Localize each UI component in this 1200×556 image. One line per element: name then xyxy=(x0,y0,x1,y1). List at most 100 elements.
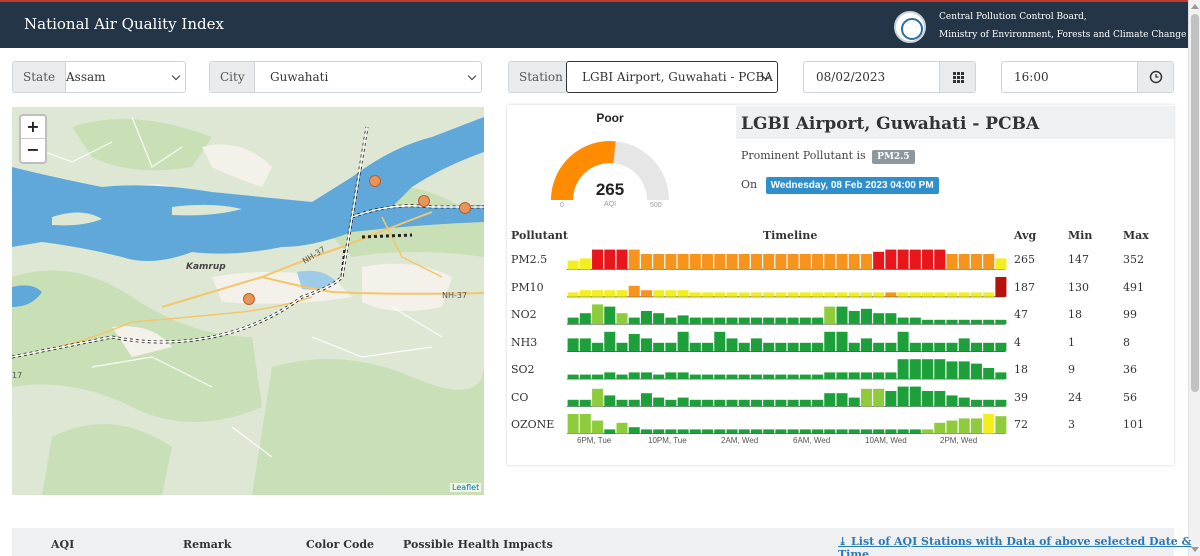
timeline-bar[interactable] xyxy=(714,254,726,270)
timeline-bar[interactable] xyxy=(726,317,738,325)
timeline-bar[interactable] xyxy=(640,290,652,297)
timeline-bar[interactable] xyxy=(995,258,1007,270)
timeline-bar[interactable] xyxy=(922,292,934,297)
timeline-bar[interactable] xyxy=(653,313,665,325)
timeline-bar[interactable] xyxy=(726,292,738,297)
timeline-bar[interactable] xyxy=(946,319,958,325)
timeline-bar[interactable] xyxy=(628,427,640,434)
timeline-bar[interactable] xyxy=(579,313,591,325)
timeline-bar[interactable] xyxy=(922,429,934,434)
timeline-bar[interactable] xyxy=(860,429,872,434)
timeline-bar[interactable] xyxy=(824,306,836,325)
timeline-bar[interactable] xyxy=(934,292,946,297)
timeline-bar[interactable] xyxy=(640,393,652,407)
timeline-bar[interactable] xyxy=(738,429,750,434)
timeline-bar[interactable] xyxy=(677,254,689,270)
timeline-bar[interactable] xyxy=(628,334,640,352)
timeline-bar[interactable] xyxy=(738,342,750,352)
timeline-bar[interactable] xyxy=(714,399,726,407)
timeline-bar[interactable] xyxy=(702,429,714,434)
timeline-bar[interactable] xyxy=(983,254,995,270)
timeline-bar[interactable] xyxy=(897,359,909,379)
timeline-bar[interactable] xyxy=(970,363,982,379)
timeline-bar[interactable] xyxy=(665,342,677,352)
timeline-bar[interactable] xyxy=(738,254,750,270)
timeline-bar[interactable] xyxy=(604,290,616,297)
timeline-bar[interactable] xyxy=(775,292,787,297)
timeline-bar[interactable] xyxy=(763,342,775,352)
timeline-bar[interactable] xyxy=(824,331,836,352)
timeline-bar[interactable] xyxy=(677,397,689,407)
timeline-bar[interactable] xyxy=(799,254,811,270)
timeline-bar[interactable] xyxy=(897,386,909,407)
timeline-bar[interactable] xyxy=(628,399,640,407)
timeline-bar[interactable] xyxy=(885,292,897,297)
timeline-bar[interactable] xyxy=(567,317,579,325)
timeline-bar[interactable] xyxy=(983,292,995,297)
timeline-bar[interactable] xyxy=(946,361,958,379)
timeline-bar[interactable] xyxy=(738,292,750,297)
timeline-bar[interactable] xyxy=(726,399,738,407)
timeline-bar[interactable] xyxy=(653,429,665,434)
timeline-bar[interactable] xyxy=(897,429,909,434)
timeline-bar[interactable] xyxy=(970,319,982,325)
timeline-bar[interactable] xyxy=(653,374,665,379)
timeline-bar[interactable] xyxy=(958,319,970,325)
timeline-bar[interactable] xyxy=(970,342,982,352)
timeline-bar[interactable] xyxy=(592,374,604,379)
timeline-bar[interactable] xyxy=(812,292,824,297)
timeline-bar[interactable] xyxy=(616,290,628,297)
timeline-bar[interactable] xyxy=(970,418,982,434)
zoom-out-button[interactable]: − xyxy=(26,140,40,159)
timeline-bar[interactable] xyxy=(665,372,677,379)
timeline-bar[interactable] xyxy=(689,254,701,270)
timeline-bar[interactable] xyxy=(567,260,579,270)
timeline-bar[interactable] xyxy=(885,342,897,352)
timeline-bar[interactable] xyxy=(860,388,872,407)
timeline-bar[interactable] xyxy=(726,429,738,434)
timeline-bar[interactable] xyxy=(836,292,848,297)
timeline-bar[interactable] xyxy=(763,374,775,379)
timeline-bar[interactable] xyxy=(653,254,665,270)
timeline-bar[interactable] xyxy=(812,342,824,352)
timeline-bar[interactable] xyxy=(616,313,628,325)
timeline-bar[interactable] xyxy=(958,254,970,270)
timeline-bar[interactable] xyxy=(799,342,811,352)
timeline-bar[interactable] xyxy=(640,338,652,352)
timeline-bar[interactable] xyxy=(579,290,591,297)
timeline-bar[interactable] xyxy=(665,317,677,325)
timeline-bar[interactable] xyxy=(763,292,775,297)
timeline-bar[interactable] xyxy=(763,429,775,434)
scroll-up-arrow-icon[interactable] xyxy=(1191,4,1199,9)
timeline-bar[interactable] xyxy=(702,292,714,297)
map-attribution-link[interactable]: Leaflet xyxy=(450,483,482,492)
scroll-thumb[interactable] xyxy=(1191,14,1199,392)
zoom-in-button[interactable]: + xyxy=(21,116,45,139)
timeline-bar[interactable] xyxy=(628,285,640,297)
timeline-bar[interactable] xyxy=(946,342,958,352)
timeline-bar[interactable] xyxy=(897,331,909,352)
timeline-bar[interactable] xyxy=(836,306,848,325)
timeline-bar[interactable] xyxy=(689,374,701,379)
timeline-bar[interactable] xyxy=(677,315,689,325)
timeline-bar[interactable] xyxy=(604,395,616,407)
timeline-bar[interactable] xyxy=(995,416,1007,434)
timeline-bar[interactable] xyxy=(836,254,848,270)
timeline-bar[interactable] xyxy=(787,342,799,352)
timeline-bar[interactable] xyxy=(970,254,982,270)
timeline-bar[interactable] xyxy=(909,342,921,352)
timeline-bar[interactable] xyxy=(860,372,872,379)
timeline-bar[interactable] xyxy=(702,254,714,270)
timeline-bar[interactable] xyxy=(775,254,787,270)
timeline-bar[interactable] xyxy=(824,393,836,407)
timeline-bar[interactable] xyxy=(958,338,970,352)
timeline-bar[interactable] xyxy=(616,342,628,352)
timeline-bar[interactable] xyxy=(689,429,701,434)
timeline-bar[interactable] xyxy=(628,249,640,270)
timeline-bar[interactable] xyxy=(579,399,591,407)
timeline-bar[interactable] xyxy=(689,399,701,407)
timeline-bar[interactable] xyxy=(640,429,652,434)
timeline-bar[interactable] xyxy=(836,393,848,407)
timeline-bar[interactable] xyxy=(995,277,1007,297)
timeline-bar[interactable] xyxy=(934,422,946,434)
